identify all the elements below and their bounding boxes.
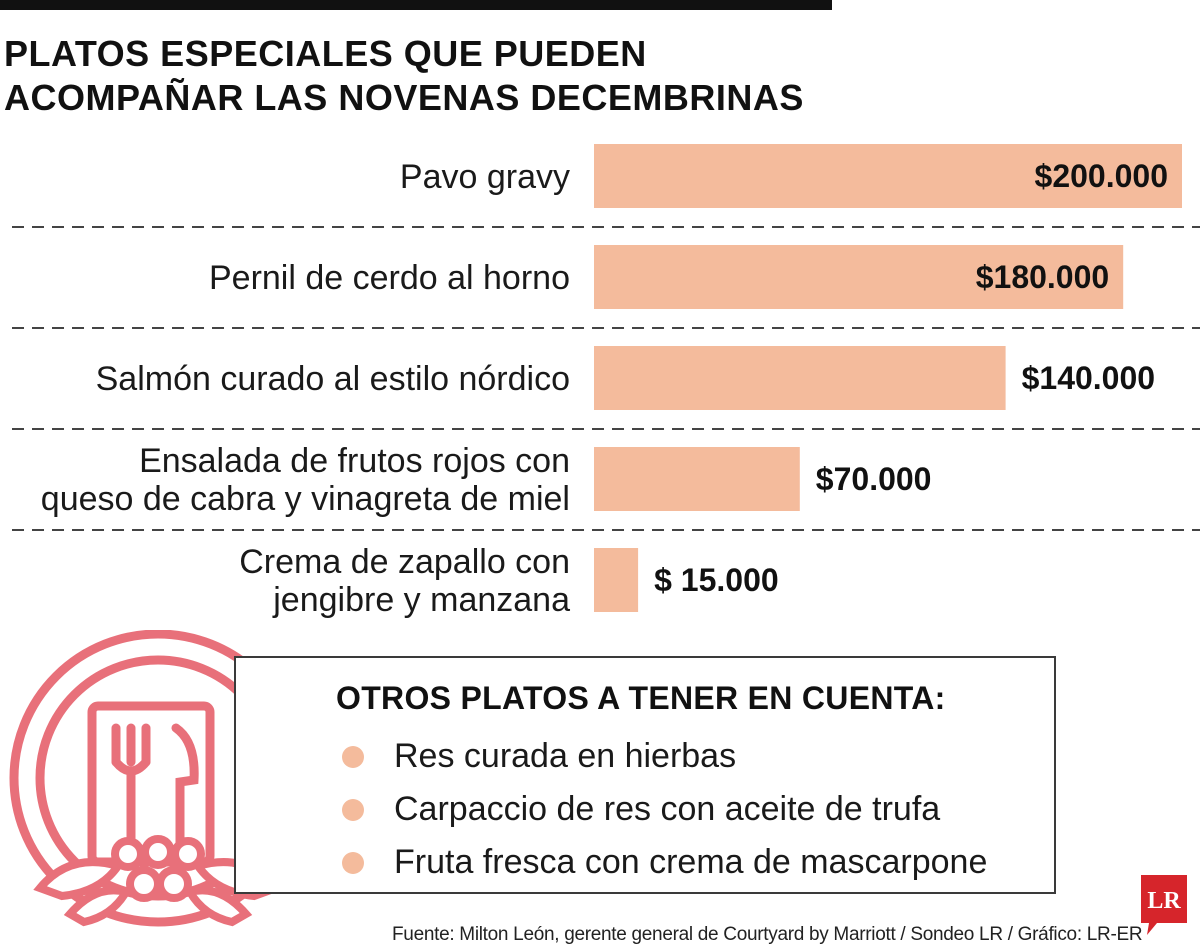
category-label-4-line-0: Crema de zapallo con: [239, 543, 570, 581]
category-label-0: Pavo gravy: [400, 158, 570, 196]
value-label-0: $200.000: [1035, 158, 1168, 194]
bar-0: [594, 144, 1182, 208]
value-label-4: $ 15.000: [654, 562, 779, 598]
title-line-1: PLATOS ESPECIALES QUE PUEDEN: [4, 33, 647, 74]
lr-logo-badge: [1141, 875, 1187, 935]
page-title: PLATOS ESPECIALES QUE PUEDEN ACOMPAÑAR L…: [4, 32, 804, 120]
bar-2: [594, 346, 1006, 410]
list-item: Res curada en hierbas: [342, 730, 987, 783]
top-rule: [0, 0, 832, 10]
category-label-1: Pernil de cerdo al horno: [209, 259, 570, 297]
value-label-1: $180.000: [976, 259, 1109, 295]
list-item-label: Res curada en hierbas: [394, 737, 737, 775]
list-item-label: Fruta fresca con crema de mascarpone: [394, 843, 988, 881]
bullet-dot-icon: [342, 798, 364, 821]
bar-3: [594, 447, 800, 511]
bullet-dot-icon: [342, 851, 364, 874]
value-label-2: $140.000: [1022, 360, 1155, 396]
list-item-label: Carpaccio de res con aceite de trufa: [394, 790, 941, 828]
category-label-3-line-0: Ensalada de frutos rojos con: [139, 442, 570, 480]
list-item: Fruta fresca con crema de mascarpone: [342, 836, 987, 889]
list-item: Carpaccio de res con aceite de trufa: [342, 783, 987, 836]
bar-4: [594, 548, 639, 612]
other-dishes-box: OTROS PLATOS A TENER EN CUENTA: Res cura…: [234, 656, 1056, 894]
title-line-2: ACOMPAÑAR LAS NOVENAS DECEMBRINAS: [4, 77, 804, 118]
bullet-dot-icon: [342, 745, 364, 768]
category-label-3-line-1: queso de cabra y vinagreta de miel: [41, 480, 570, 518]
other-dishes-title: OTROS PLATOS A TENER EN CUENTA:: [336, 680, 946, 716]
source-note: Fuente: Milton León, gerente general de …: [392, 924, 1143, 945]
other-dishes-list: Res curada en hierbas Carpaccio de res c…: [342, 730, 987, 889]
bar-1: [594, 245, 1124, 309]
category-label-2: Salmón curado al estilo nórdico: [96, 360, 570, 398]
value-label-3: $70.000: [816, 461, 932, 497]
lr-logo-text: LR: [1147, 888, 1181, 914]
category-label-4-line-1: jengibre y manzana: [272, 581, 570, 619]
lr-logo: LR: [1141, 875, 1187, 935]
